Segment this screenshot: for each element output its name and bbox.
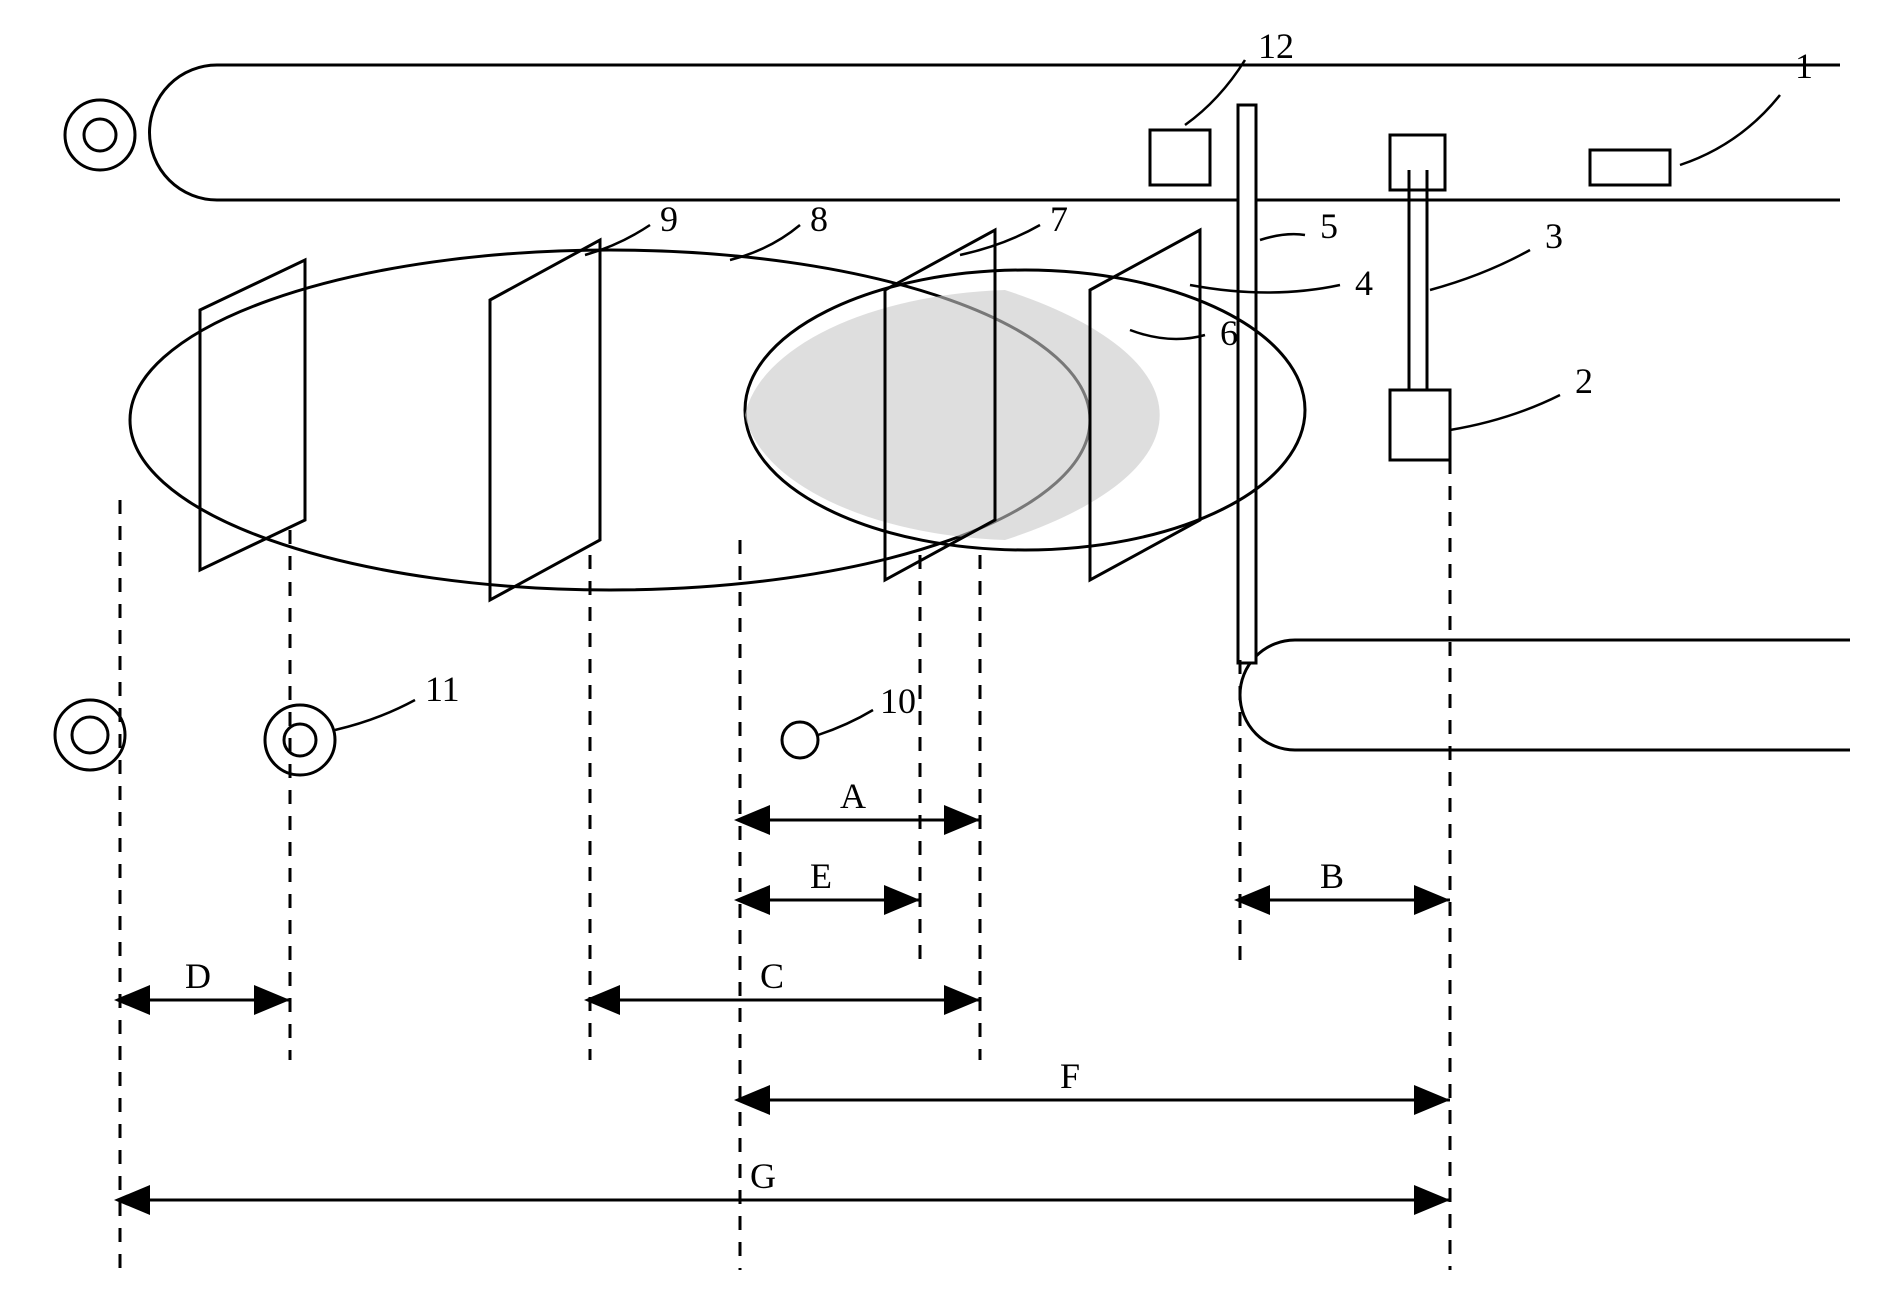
plate-9 [490,240,600,600]
top-box-1 [1590,150,1670,185]
dimension-lines [120,820,1450,1200]
top-bar [150,65,1841,200]
shaded-intersection [745,290,1160,540]
thin-rod [1238,105,1256,663]
circle-11-outer [265,705,335,775]
circle-top-left-inner [84,119,116,151]
circle-10 [782,722,818,758]
bottom-bar [1240,640,1850,750]
circle-bottom-left-outer [55,700,125,770]
connector-box [1390,390,1450,460]
circle-top-left-outer [65,100,135,170]
top-box-12 [1150,130,1210,185]
circle-bottom-left-inner [72,717,108,753]
diagram-canvas [0,0,1890,1290]
top-box-center [1390,135,1445,190]
